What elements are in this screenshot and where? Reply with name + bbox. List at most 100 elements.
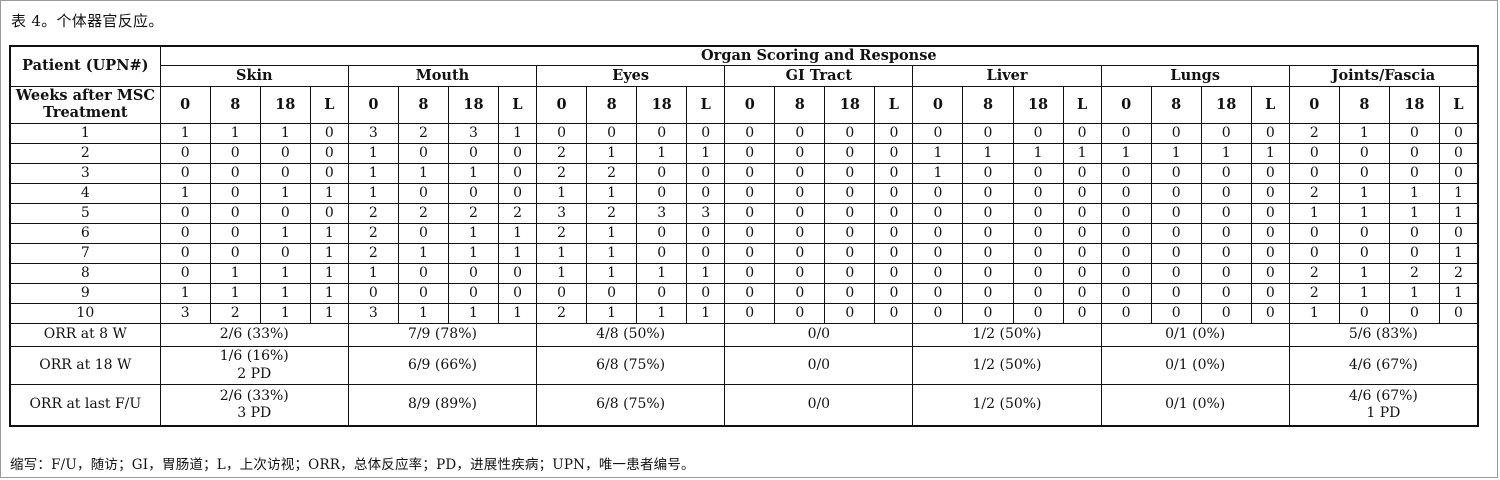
- score-cell-lungs-l: 0: [1250, 283, 1290, 304]
- score-cell-joints-fascia-18: 0: [1388, 243, 1440, 264]
- score-cell-eyes-8: 0: [586, 123, 638, 144]
- week-col-gi-tract-8: 8: [774, 86, 826, 124]
- score-cell-liver-0: 1: [912, 143, 964, 164]
- score-cell-joints-fascia-18: 1: [1388, 203, 1440, 224]
- score-cell-gi-tract-8: 0: [774, 223, 826, 244]
- score-cell-gi-tract-8: 0: [774, 163, 826, 184]
- score-cell-mouth-18: 0: [447, 263, 500, 284]
- score-cell-mouth-0: 2: [347, 243, 399, 264]
- score-cell-gi-tract-8: 0: [774, 243, 826, 264]
- score-cell-mouth-18: 0: [447, 143, 500, 164]
- patient-number-cell: 7: [9, 243, 161, 264]
- score-cell-skin-8: 1: [209, 283, 261, 304]
- score-cell-joints-fascia-8: 0: [1338, 243, 1390, 264]
- score-cell-liver-8: 0: [962, 203, 1014, 224]
- week-col-liver-8: 8: [962, 86, 1014, 124]
- organ-header-eyes: Eyes: [536, 65, 726, 87]
- week-col-joints-fascia-18: 18: [1388, 86, 1440, 124]
- week-col-lungs-8: 8: [1150, 86, 1202, 124]
- score-cell-liver-8: 0: [962, 123, 1014, 144]
- score-cell-joints-fascia-l: 2: [1438, 263, 1479, 284]
- patient-number-cell: 9: [9, 283, 161, 304]
- score-cell-skin-l: 0: [309, 203, 349, 224]
- week-col-mouth-18: 18: [447, 86, 500, 124]
- organ-scoring-header: Organ Scoring and Response: [159, 45, 1479, 66]
- score-cell-liver-0: 0: [912, 303, 964, 324]
- organ-header-skin: Skin: [159, 65, 349, 87]
- score-cell-lungs-l: 0: [1250, 243, 1290, 264]
- score-cell-skin-18: 0: [259, 203, 311, 224]
- score-cell-mouth-l: 0: [497, 143, 538, 164]
- score-cell-joints-fascia-8: 0: [1338, 223, 1390, 244]
- score-cell-joints-fascia-0: 2: [1288, 123, 1340, 144]
- score-cell-lungs-18: 0: [1200, 303, 1252, 324]
- score-cell-liver-18: 0: [1012, 283, 1064, 304]
- score-cell-gi-tract-18: 0: [824, 303, 876, 324]
- score-cell-mouth-18: 1: [447, 163, 500, 184]
- score-cell-mouth-8: 1: [397, 303, 449, 324]
- organ-header-joints-fascia: Joints/Fascia: [1288, 65, 1479, 87]
- score-cell-mouth-8: 0: [397, 143, 449, 164]
- score-cell-mouth-18: 0: [447, 183, 500, 204]
- score-cell-gi-tract-18: 0: [824, 183, 876, 204]
- score-cell-joints-fascia-8: 1: [1338, 283, 1390, 304]
- score-cell-skin-8: 0: [209, 203, 261, 224]
- score-cell-joints-fascia-l: 1: [1438, 283, 1479, 304]
- score-cell-eyes-8: 0: [586, 283, 638, 304]
- score-cell-gi-tract-0: 0: [724, 303, 776, 324]
- score-cell-eyes-0: 2: [536, 303, 588, 324]
- score-cell-liver-l: 0: [1062, 203, 1102, 224]
- score-cell-liver-18: 1: [1012, 143, 1064, 164]
- score-cell-lungs-l: 0: [1250, 263, 1290, 284]
- week-col-joints-fascia-0: 0: [1288, 86, 1340, 124]
- score-cell-lungs-8: 1: [1150, 143, 1202, 164]
- score-cell-joints-fascia-0: 1: [1288, 303, 1340, 324]
- score-cell-joints-fascia-0: 1: [1288, 203, 1340, 224]
- score-cell-skin-18: 1: [259, 223, 311, 244]
- score-cell-eyes-0: 3: [536, 203, 588, 224]
- score-cell-mouth-8: 1: [397, 163, 449, 184]
- score-cell-joints-fascia-8: 0: [1338, 303, 1390, 324]
- score-cell-liver-8: 0: [962, 223, 1014, 244]
- score-cell-skin-0: 0: [159, 203, 211, 224]
- score-cell-mouth-8: 0: [397, 183, 449, 204]
- score-cell-liver-0: 0: [912, 183, 964, 204]
- score-cell-liver-18: 0: [1012, 223, 1064, 244]
- score-cell-lungs-l: 0: [1250, 203, 1290, 224]
- score-cell-joints-fascia-l: 0: [1438, 143, 1479, 164]
- score-cell-gi-tract-18: 0: [824, 223, 876, 244]
- score-cell-joints-fascia-l: 0: [1438, 223, 1479, 244]
- score-cell-mouth-8: 0: [397, 283, 449, 304]
- score-cell-liver-8: 0: [962, 183, 1014, 204]
- score-cell-joints-fascia-0: 0: [1288, 163, 1340, 184]
- score-cell-lungs-l: 0: [1250, 163, 1290, 184]
- score-cell-skin-l: 1: [309, 303, 349, 324]
- orr-value-mouth: 6/9 (66%): [347, 346, 538, 385]
- score-cell-lungs-0: 1: [1100, 143, 1152, 164]
- score-cell-lungs-0: 0: [1100, 243, 1152, 264]
- score-cell-skin-0: 1: [159, 283, 211, 304]
- score-cell-mouth-0: 2: [347, 203, 399, 224]
- patient-number-cell: 5: [9, 203, 161, 224]
- organ-group-header-row: Skin Mouth Eyes GI Tract Liver Lungs Joints/Fa…: [10, 65, 1479, 87]
- score-cell-joints-fascia-18: 0: [1388, 163, 1440, 184]
- score-cell-liver-0: 1: [912, 163, 964, 184]
- score-cell-gi-tract-0: 0: [724, 263, 776, 284]
- score-cell-mouth-18: 2: [447, 203, 500, 224]
- score-cell-joints-fascia-0: 0: [1288, 223, 1340, 244]
- score-cell-lungs-18: 0: [1200, 243, 1252, 264]
- score-cell-gi-tract-l: 0: [874, 143, 914, 164]
- score-cell-gi-tract-0: 0: [724, 223, 776, 244]
- score-cell-joints-fascia-18: 0: [1388, 223, 1440, 244]
- score-cell-mouth-l: 0: [497, 283, 538, 304]
- score-cell-lungs-0: 0: [1100, 223, 1152, 244]
- orr-value-eyes: 6/8 (75%): [536, 384, 726, 427]
- score-cell-gi-tract-18: 0: [824, 283, 876, 304]
- score-cell-eyes-18: 0: [636, 163, 688, 184]
- score-cell-skin-8: 1: [209, 123, 261, 144]
- patient-row-10: 10 3 2 1 1 3 1 1 1 2 1 1 1 0 0 0 0 0 0 0 0 0 0 0 0 1 0 0 0: [9, 303, 1479, 324]
- score-cell-joints-fascia-8: 1: [1338, 183, 1390, 204]
- week-col-lungs-18: 18: [1200, 86, 1252, 124]
- score-cell-lungs-0: 0: [1100, 163, 1152, 184]
